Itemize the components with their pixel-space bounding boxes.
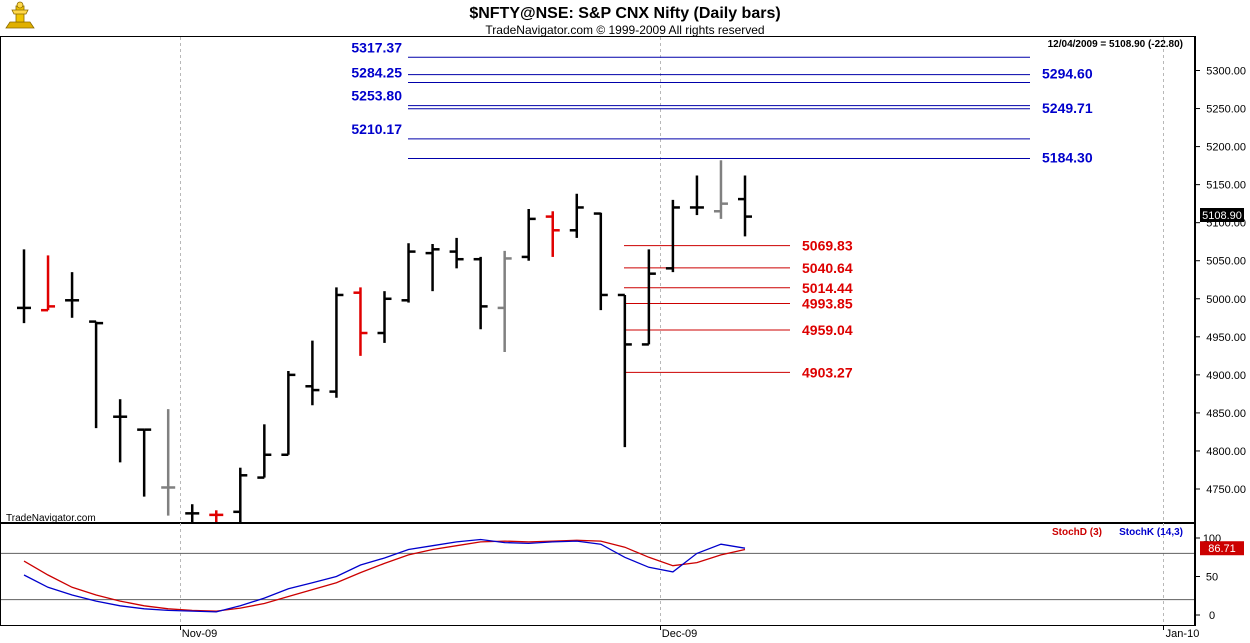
- stoch-value-badge: [1200, 541, 1244, 556]
- support-label: 4959.04: [802, 322, 853, 338]
- stoch-lines: [23, 538, 746, 613]
- ohlc-bar: [209, 510, 224, 522]
- ohlc-bar: [113, 399, 128, 463]
- resistance-label: 5253.80: [351, 88, 402, 104]
- price-tick-label: 5150.00: [1206, 180, 1246, 192]
- ohlc-bar: [521, 208, 536, 261]
- levels: 5317.37 5294.60 5284.25 5253.80 5249.71 5210.…: [351, 39, 1092, 380]
- stoch-value-label: 86.71: [1208, 543, 1236, 555]
- ohlc-bar: [713, 160, 728, 219]
- ohlc-bar: [185, 504, 200, 522]
- date-tick-label: Dec-09: [662, 628, 697, 640]
- price-axis: 4750.00 4800.00 4850.00 4900.00 4950.00 5000.…: [1195, 66, 1246, 496]
- support-label: 5014.44: [802, 280, 853, 296]
- watermark: TradeNavigator.com: [6, 513, 96, 524]
- price-tick-label: 4900.00: [1206, 370, 1246, 382]
- chart-title: $NFTY@NSE: S&P CNX Nifty (Daily bars): [469, 5, 780, 22]
- support-label: 4993.85: [802, 295, 853, 311]
- price-tick-label: 4850.00: [1206, 408, 1246, 420]
- price-tick-label: 5000.00: [1206, 294, 1246, 306]
- ohlc-bar: [65, 272, 80, 318]
- resistance-label: 5184.30: [1042, 150, 1093, 166]
- current-price-badge: [1200, 208, 1244, 222]
- ohlc-bar: [449, 237, 464, 269]
- resistance-label: 5210.17: [351, 121, 402, 137]
- ohlc-bar: [425, 243, 440, 292]
- ohlc-bar: [593, 212, 608, 311]
- date-tick-label: Jan-10: [1166, 628, 1200, 640]
- price-tick-label: 4800.00: [1206, 446, 1246, 458]
- price-tick-label: 4750.00: [1206, 484, 1246, 496]
- ohlc-bar: [281, 371, 296, 457]
- ohlc-bar: [545, 211, 560, 257]
- stoch-tick-label: 50: [1206, 572, 1218, 584]
- date-axis: Nov-09 Dec-09 Jan-10: [180, 626, 1200, 640]
- ohlc-bar: [689, 175, 704, 216]
- ohlc-bar: [353, 287, 368, 356]
- ohlc-bar: [401, 243, 416, 303]
- last-value-note: 12/04/2009 = 5108.90 (-22.80): [1048, 39, 1183, 50]
- ohlc-bar: [329, 287, 344, 398]
- support-label: 5069.83: [802, 238, 853, 254]
- stoch-series-line: [23, 539, 746, 612]
- ohlc-bar: [738, 175, 752, 237]
- ohlc-bar: [641, 249, 656, 346]
- ohlc-bar: [41, 255, 56, 312]
- chart-subtitle: TradeNavigator.com © 1999-2009 All right…: [485, 23, 764, 37]
- ohlc-bar: [617, 293, 632, 448]
- stoch-tick-label: 0: [1209, 610, 1215, 622]
- price-panel-frame: [0, 36, 1195, 523]
- ohlc-bar: [305, 340, 320, 406]
- resistance-label: 5284.25: [351, 64, 402, 80]
- support-label: 4903.27: [802, 364, 853, 380]
- ohlc-bars: [17, 160, 752, 522]
- ohlc-bar: [161, 409, 176, 516]
- price-tick-label: 5300.00: [1206, 66, 1246, 78]
- current-price-label: 5108.90: [1202, 210, 1242, 222]
- ohlc-bar: [569, 193, 584, 238]
- ohlc-bar: [17, 249, 31, 324]
- ohlc-bar: [89, 320, 104, 429]
- stoch-series-line: [23, 538, 746, 613]
- resistance-label: 5249.71: [1042, 100, 1093, 116]
- grid: [180, 37, 1164, 625]
- ohlc-bar: [497, 250, 512, 353]
- resistance-label: 5317.37: [351, 39, 402, 55]
- support-label: 5040.64: [802, 260, 853, 276]
- stoch-legend-d: StochD (3): [1052, 527, 1102, 538]
- ohlc-bar: [665, 199, 680, 273]
- price-tick-label: 4950.00: [1206, 332, 1246, 344]
- price-tick-label: 5250.00: [1206, 104, 1246, 116]
- tradenavigator-logo-icon: [5, 1, 35, 29]
- ohlc-bar: [473, 256, 488, 330]
- price-tick-label: 5200.00: [1206, 142, 1246, 154]
- ohlc-bar: [137, 428, 152, 497]
- price-tick-label: 5050.00: [1206, 256, 1246, 268]
- date-tick-label: Nov-09: [182, 628, 217, 640]
- resistance-label: 5294.60: [1042, 66, 1093, 82]
- ohlc-bar: [233, 467, 248, 522]
- stoch-legend-k: StochK (14,3): [1119, 527, 1183, 538]
- ohlc-bar: [257, 424, 272, 479]
- ohlc-bar: [377, 291, 392, 343]
